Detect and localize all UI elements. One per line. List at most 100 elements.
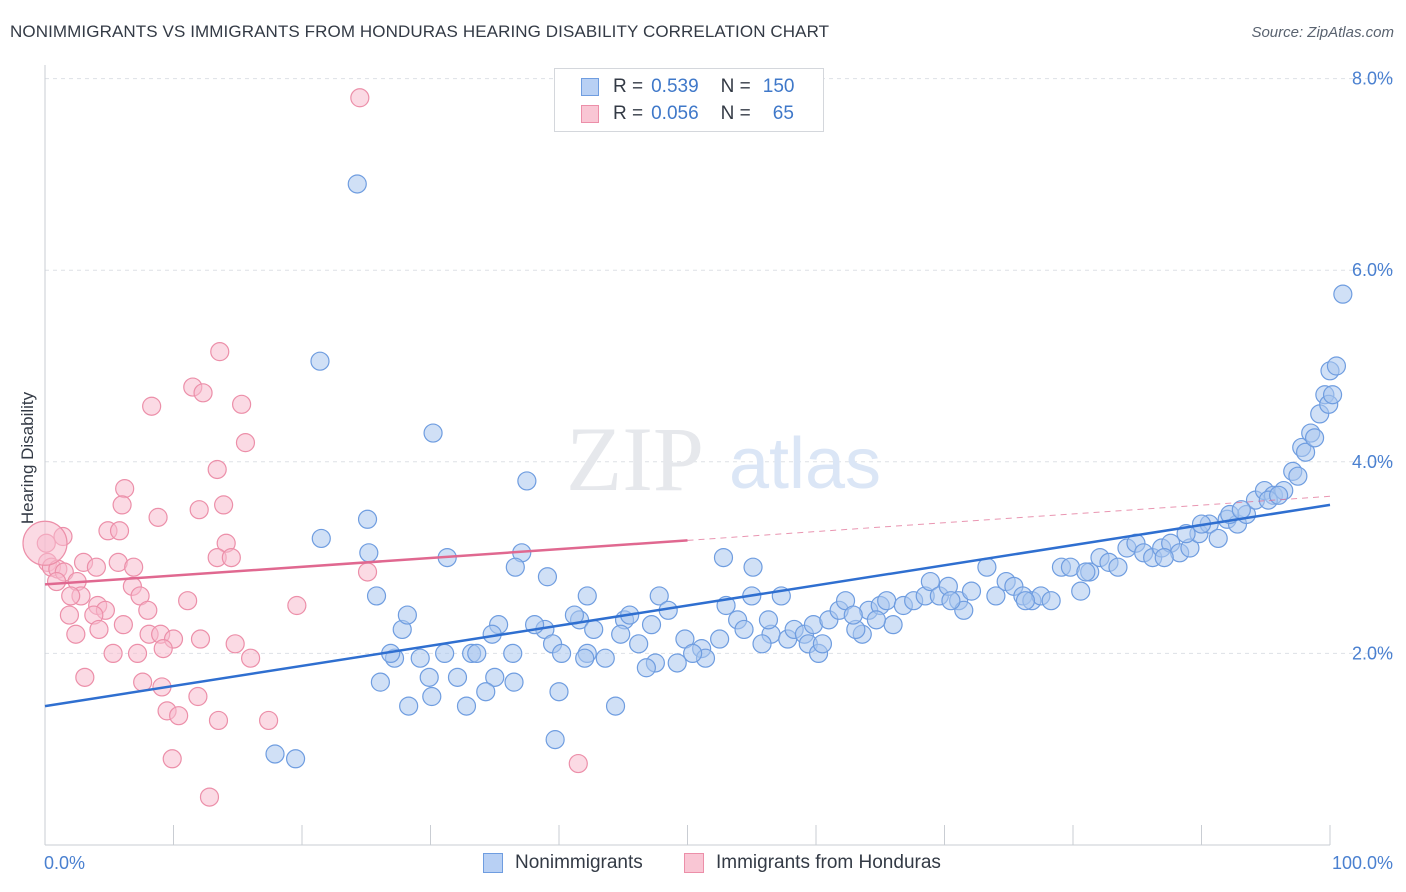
nonimmigrant-point xyxy=(419,667,439,687)
grid xyxy=(45,78,1393,654)
honduras-point xyxy=(287,595,307,616)
legend-r-label: R = xyxy=(613,103,644,124)
nonimmigrant-point xyxy=(537,567,558,587)
watermark-atlas: atlas xyxy=(729,424,881,504)
nonimmigrant-point xyxy=(920,571,940,592)
honduras-point xyxy=(193,383,213,403)
nonimmigrant-point xyxy=(683,643,703,664)
nonimmigrant-point xyxy=(504,672,524,692)
nonimmigrant-point xyxy=(503,643,523,664)
nonimmigrant-point xyxy=(366,586,387,606)
nonimmigrant-point xyxy=(883,615,903,635)
x-tick-label: 0.0% xyxy=(44,853,85,873)
honduras-point xyxy=(357,562,378,582)
trend-line-honduras xyxy=(44,539,688,586)
honduras-point xyxy=(241,648,261,668)
honduras-point xyxy=(61,586,81,606)
nonimmigrant-point xyxy=(1041,591,1061,611)
legend-row-nonimmigrants: R = 0.539 N = 150 xyxy=(581,75,794,99)
nonimmigrant-point xyxy=(359,543,379,563)
nonimmigrant-point xyxy=(435,643,455,664)
x-tick-label: 100.0% xyxy=(1332,853,1393,873)
trend-line-honduras-extension xyxy=(687,495,1331,541)
legend-n-value: 65 xyxy=(772,103,794,124)
nonimmigrant-point xyxy=(713,547,734,568)
bottom-legend-swatch-pink xyxy=(684,853,704,873)
honduras-point xyxy=(46,571,67,592)
chart-title: NONIMMIGRANTS VS IMMIGRANTS FROM HONDURA… xyxy=(10,22,830,41)
honduras-point xyxy=(199,787,220,807)
nonimmigrant-point xyxy=(649,586,669,606)
nonimmigrant-point xyxy=(743,557,763,577)
nonimmigrant-point xyxy=(629,634,649,654)
honduras-point xyxy=(221,547,241,568)
honduras-point xyxy=(210,342,230,362)
nonimmigrant-point xyxy=(485,667,505,687)
nonimmigrant-point xyxy=(1326,356,1347,376)
watermark-zip: ZIP xyxy=(566,408,704,510)
honduras-point xyxy=(178,591,198,611)
honduras-point xyxy=(153,639,173,659)
bottom-legend-nonimmigrants[interactable]: Nonimmigrants xyxy=(483,852,643,874)
tick-labels: 2.0% 4.0% 6.0% 8.0% 0.0% 100.0% xyxy=(44,69,1393,873)
honduras-point xyxy=(350,88,370,108)
bottom-legend-label: Immigrants from Honduras xyxy=(716,852,941,873)
nonimmigrant-point xyxy=(517,471,537,491)
nonimmigrant-point xyxy=(1288,466,1308,486)
legend-n-label: N = xyxy=(720,76,751,97)
nonimmigrant-point xyxy=(456,696,477,716)
nonimmigrant-point xyxy=(758,610,779,630)
honduras-point xyxy=(133,672,153,692)
nonimmigrant-point xyxy=(545,730,565,750)
legend-r-label: R = xyxy=(613,76,644,97)
bottom-legend-swatch-blue xyxy=(483,853,503,873)
honduras-point xyxy=(208,710,229,731)
nonimmigrant-point xyxy=(399,696,419,716)
nonimmigrant-point xyxy=(641,615,662,635)
honduras-point xyxy=(162,749,182,769)
nonimmigrant-point xyxy=(467,643,487,664)
nonimmigrant-point xyxy=(1333,284,1353,304)
nonimmigrant-point xyxy=(422,686,442,707)
honduras-point xyxy=(86,557,107,577)
legend-r-value: 0.056 xyxy=(651,103,699,124)
bottom-legend-honduras[interactable]: Immigrants from Honduras xyxy=(684,852,941,874)
nonimmigrant-point xyxy=(265,744,285,764)
nonimmigrant-point xyxy=(636,658,656,678)
source-label: Source: ZipAtlas.com xyxy=(1251,24,1394,41)
honduras-point xyxy=(188,686,208,707)
watermark: ZIP atlas xyxy=(566,408,881,510)
nonimmigrant-point xyxy=(734,619,754,640)
nonimmigrant-point xyxy=(476,682,496,702)
honduras-point xyxy=(103,643,123,664)
nonimmigrant-point xyxy=(1015,591,1036,611)
nonimmigrant-point xyxy=(812,634,833,654)
honduras-point xyxy=(169,706,189,726)
honduras-point xyxy=(225,634,245,654)
nonimmigrant-point xyxy=(1071,581,1091,601)
nonimmigrant-point xyxy=(605,696,626,716)
honduras-point xyxy=(235,433,256,453)
legend-n-label: N = xyxy=(720,103,751,124)
nonimmigrant-point xyxy=(447,667,468,687)
honduras-point xyxy=(124,557,144,577)
honduras-point xyxy=(89,619,109,640)
legend-n-value: 150 xyxy=(762,76,795,97)
nonimmigrant-point xyxy=(584,619,604,640)
nonimmigrant-point xyxy=(397,605,417,625)
honduras-point xyxy=(127,643,148,664)
nonimmigrant-point xyxy=(710,629,730,649)
nonimmigrant-point xyxy=(1231,500,1251,520)
honduras-point xyxy=(112,495,132,515)
honduras-point xyxy=(207,459,227,480)
nonimmigrant-point xyxy=(551,643,572,664)
nonimmigrant-point xyxy=(311,528,331,549)
nonimmigrant-point xyxy=(1208,528,1228,549)
honduras-point xyxy=(75,667,95,687)
nonimmigrant-point xyxy=(954,600,974,620)
honduras-point xyxy=(138,600,158,620)
nonimmigrant-point xyxy=(611,624,631,644)
series-nonimmigrants-points xyxy=(265,174,1353,769)
nonimmigrant-point xyxy=(595,648,615,668)
nonimmigrant-point xyxy=(1268,485,1289,505)
